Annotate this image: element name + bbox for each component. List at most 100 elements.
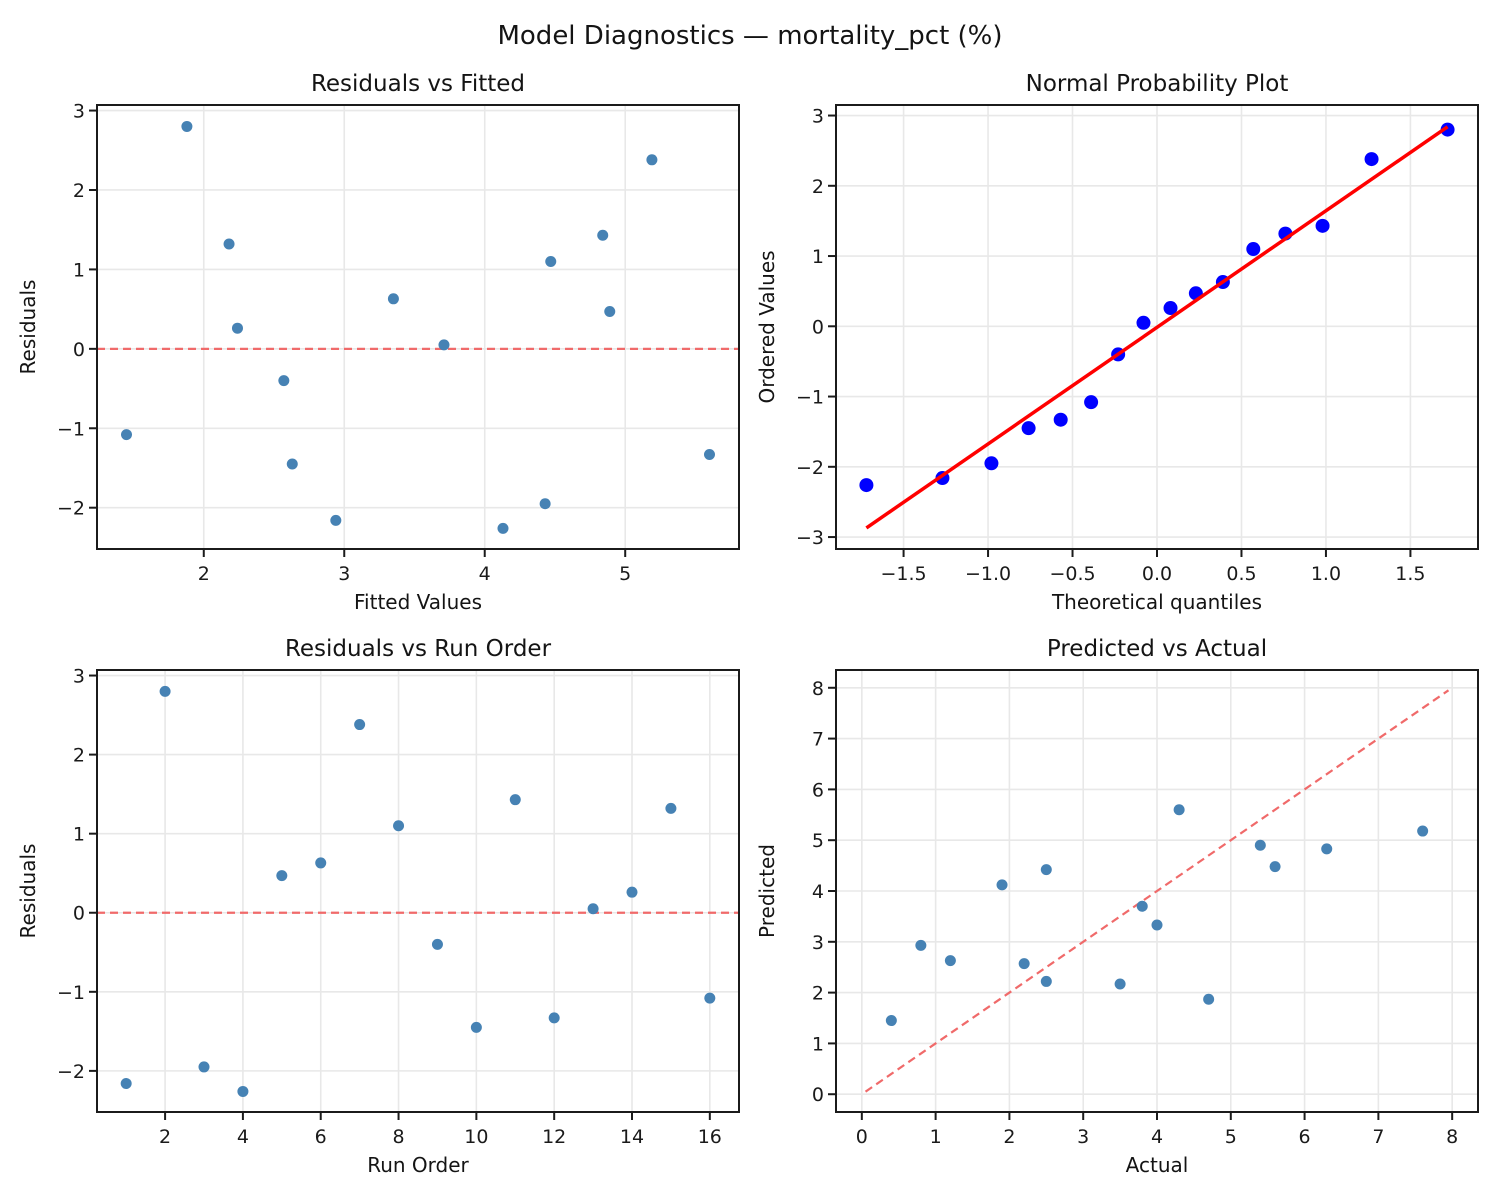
x-tick-label: 6 — [1299, 1126, 1311, 1148]
y-tick-label: 6 — [812, 779, 824, 801]
x-tick-label: 3 — [338, 563, 350, 585]
data-point — [1084, 395, 1099, 410]
data-point — [539, 498, 551, 510]
data-point — [393, 820, 405, 832]
x-tick-label: 1 — [930, 1126, 942, 1148]
x-tick-label: 4 — [479, 563, 491, 585]
data-point — [1136, 900, 1148, 912]
data-point — [470, 1021, 482, 1033]
plot-area: −1.5 −1.0 −0.5 0.0 0.5 1.0 1.5 −3 −2 −1 0 1 2 3 — [796, 104, 1479, 585]
data-point — [315, 857, 327, 869]
x-tick-label: 0.0 — [1142, 563, 1172, 585]
axes-frame — [96, 669, 740, 1113]
y-tick-label: 1 — [73, 824, 85, 846]
data-point — [1203, 993, 1215, 1005]
y-tick-label: −2 — [57, 498, 85, 520]
y-tick-label: 0 — [812, 316, 824, 338]
x-axis-label: Run Order — [367, 1153, 469, 1177]
y-tick-label: 0 — [73, 903, 85, 925]
data-point — [704, 992, 716, 1004]
y-axis-label: Residuals — [16, 844, 40, 939]
x-tick-label: 10 — [464, 1126, 488, 1148]
y-axis-label: Ordered Values — [755, 250, 779, 403]
y-tick-label: 1 — [812, 246, 824, 268]
y-tick-label: 0 — [73, 339, 85, 361]
y-axis-label: Residuals — [16, 280, 40, 375]
y-tick-label: 2 — [73, 180, 85, 202]
data-point — [1173, 804, 1185, 816]
data-point — [278, 375, 290, 387]
y-tick-label: −1 — [796, 387, 824, 409]
data-point — [996, 879, 1008, 891]
y-tick-label: 0 — [812, 1084, 824, 1106]
y-axis-label: Predicted — [755, 844, 779, 938]
data-point — [1018, 958, 1030, 970]
y-tick-label: 3 — [73, 101, 85, 123]
data-point — [1364, 152, 1379, 167]
data-point — [286, 458, 298, 470]
data-point — [859, 478, 874, 493]
y-tick-label: −1 — [57, 982, 85, 1004]
y-tick-label: 2 — [812, 176, 824, 198]
data-point — [276, 870, 288, 882]
data-point — [548, 1012, 560, 1024]
data-point — [885, 1015, 897, 1027]
x-tick-label: 4 — [237, 1126, 249, 1148]
data-point — [159, 685, 171, 697]
x-tick-label: 1.5 — [1395, 563, 1425, 585]
x-tick-label: 8 — [1446, 1126, 1458, 1148]
data-point — [597, 229, 609, 241]
y-tick-label: −1 — [57, 418, 85, 440]
x-tick-label: 6 — [315, 1126, 327, 1148]
x-tick-label: 0 — [856, 1126, 868, 1148]
subplot-residuals-vs-run-order: Residuals vs Run Order Run Order Residua… — [16, 636, 740, 1177]
y-tick-label: −3 — [796, 527, 824, 549]
data-point — [587, 903, 599, 915]
data-point — [703, 448, 715, 460]
y-tick-label: 3 — [812, 932, 824, 954]
axes-frame — [96, 104, 740, 550]
data-point — [121, 429, 133, 441]
x-tick-label: 14 — [620, 1126, 644, 1148]
figure-suptitle: Model Diagnostics — mortality_pct (%) — [497, 21, 1002, 51]
y-tick-label: 7 — [812, 729, 824, 751]
y-tick-label: 3 — [812, 106, 824, 128]
data-point — [1151, 919, 1163, 931]
data-point — [497, 522, 509, 534]
x-tick-label: −1.5 — [881, 563, 927, 585]
data-point — [915, 939, 927, 951]
data-point — [1021, 421, 1036, 436]
subplot-residuals-vs-fitted: Residuals vs Fitted Fitted Values Residu… — [16, 71, 740, 614]
x-tick-label: 16 — [698, 1126, 722, 1148]
data-point — [223, 238, 235, 250]
x-tick-label: 2 — [1003, 1126, 1015, 1148]
subplot-predicted-vs-actual: Predicted vs Actual Actual Predicted 0 1 2… — [755, 636, 1479, 1177]
subplot-normal-probability-plot: Normal Probability Plot Theoretical quan… — [755, 71, 1479, 614]
x-axis-label: Theoretical quantiles — [1051, 590, 1262, 614]
data-point — [1269, 861, 1281, 873]
x-tick-label: 5 — [1225, 1126, 1237, 1148]
data-point — [354, 719, 366, 731]
data-point — [604, 306, 616, 318]
x-tick-label: 12 — [542, 1126, 566, 1148]
x-tick-label: 8 — [392, 1126, 404, 1148]
x-tick-label: 0.5 — [1226, 563, 1256, 585]
y-tick-label: 2 — [73, 745, 85, 767]
data-point — [1417, 825, 1429, 837]
data-point — [646, 154, 658, 166]
data-point — [1040, 975, 1052, 987]
data-point — [1440, 122, 1455, 137]
y-tick-label: −2 — [57, 1061, 85, 1083]
data-point — [944, 955, 956, 967]
data-point — [1254, 839, 1266, 851]
y-tick-label: 4 — [812, 881, 824, 903]
plot-title: Normal Probability Plot — [1026, 71, 1289, 97]
data-point — [509, 794, 521, 806]
data-point — [1053, 412, 1068, 427]
data-point — [665, 802, 677, 814]
data-point — [1246, 242, 1261, 257]
y-tick-label: 5 — [812, 830, 824, 852]
data-point — [626, 886, 638, 898]
y-tick-label: 8 — [812, 678, 824, 700]
